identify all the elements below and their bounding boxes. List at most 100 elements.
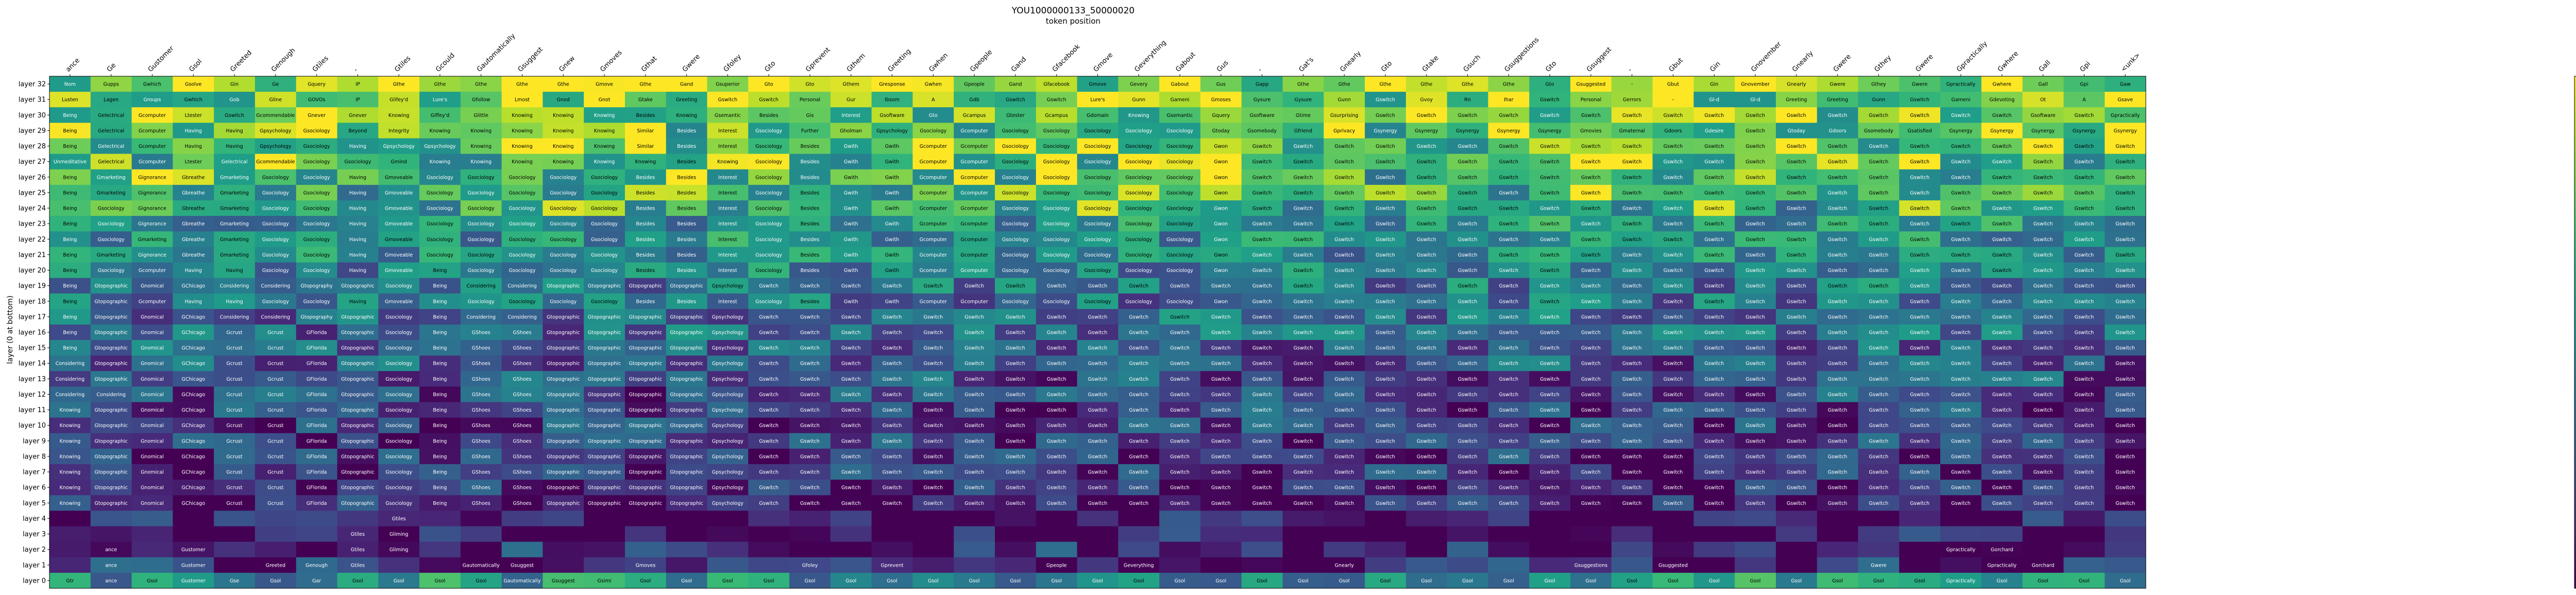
cell-label: Gsociology: [1043, 252, 1070, 258]
cell-label: Gwith: [844, 237, 858, 243]
cell-label: Gswitch: [1787, 299, 1806, 304]
cell-label: Besides: [677, 144, 696, 149]
heatmap-cell: [296, 76, 337, 92]
heatmap-cell: [1899, 278, 1941, 294]
cell-label: Gswitch: [1252, 175, 1272, 180]
heatmap-cell: [1282, 200, 1324, 216]
cell-label: Gsociology: [591, 206, 618, 212]
cell-label: GShoes: [513, 361, 532, 367]
heatmap-cell: [1241, 511, 1283, 526]
heatmap-cell: [460, 464, 502, 480]
cell-label: Gsociology: [468, 206, 495, 212]
cell-label: Gsociology: [1166, 222, 1193, 227]
heatmap-cell: [1118, 216, 1160, 232]
heatmap-cell: [1405, 511, 1448, 526]
cell-label: Gtopographic: [94, 361, 127, 367]
heatmap-cell: [1200, 247, 1242, 263]
heatmap-cell: [1735, 262, 1776, 278]
cell-label: Gswitch: [964, 377, 984, 382]
heatmap-cell: [995, 154, 1037, 170]
heatmap-cell: [707, 557, 749, 573]
cell-label: Knowing: [594, 128, 615, 134]
heatmap-cell: [1488, 92, 1530, 108]
heatmap-cell: [748, 417, 790, 434]
heatmap-cell: [584, 511, 625, 526]
heatmap-cell: [1693, 526, 1735, 542]
cell-label: Gswitch: [1664, 113, 1683, 118]
cell-label: Gswitch: [2115, 144, 2135, 149]
heatmap-cell: [2022, 526, 2064, 542]
heatmap-cell: [584, 92, 625, 108]
cell-label: Gswitch: [1787, 330, 1806, 336]
heatmap-cell: [378, 76, 420, 92]
cell-label: Gcomputer: [961, 206, 988, 212]
cell-label: Gcrust: [267, 470, 283, 475]
cell-label: Gwith: [885, 268, 900, 274]
heatmap-cell: [1899, 293, 1941, 310]
cell-label: Gsol: [1873, 578, 1884, 584]
heatmap-cell: [131, 169, 173, 185]
cell-label: Gl-d: [1750, 97, 1760, 103]
heatmap-cell: [543, 169, 584, 185]
heatmap-cell: [1118, 433, 1160, 449]
cell-label: Gswitch: [1540, 470, 1560, 475]
heatmap-cell: [2105, 76, 2146, 92]
heatmap-cell: [1241, 184, 1283, 201]
heatmap-cell: [337, 107, 379, 123]
heatmap-cell: [584, 262, 625, 278]
cell-label: Gswitch: [2115, 454, 2135, 460]
heatmap-cell: [2105, 355, 2146, 371]
heatmap-cell: [1200, 433, 1242, 449]
heatmap-cell: [1282, 433, 1324, 449]
heatmap-cell: [1858, 355, 1900, 371]
heatmap-cell: [1036, 92, 1077, 108]
cell-label: Gcampus: [963, 113, 986, 118]
heatmap-cell: [666, 247, 707, 263]
heatmap-cell: [1981, 324, 2023, 341]
cell-label: Gswitch: [2074, 252, 2094, 258]
cell-label: Gswitch: [1992, 407, 2012, 413]
cell-label: Gsociology: [1002, 190, 1029, 196]
heatmap-cell: [707, 200, 749, 216]
heatmap-cell: [624, 495, 667, 511]
cell-label: Gsociology: [550, 299, 577, 304]
heatmap-cell: [1611, 92, 1653, 108]
cell-label: Considering: [507, 283, 537, 289]
heatmap-cell: [871, 557, 913, 573]
cell-label: Gswitch: [1992, 113, 2012, 118]
heatmap-cell: [789, 216, 831, 232]
cell-label: Gtopographic: [341, 392, 374, 398]
cell-label: Gswitch: [1334, 252, 1354, 258]
heatmap-cell: [378, 417, 420, 434]
heatmap-cell: [1324, 216, 1365, 232]
cell-label: Gswitch: [1745, 222, 1765, 227]
heatmap-cell: [624, 464, 667, 480]
heatmap-cell: [789, 448, 831, 465]
heatmap-cell: [131, 340, 173, 356]
heatmap-cell: [1981, 417, 2023, 434]
cell-label: Gswitch: [1047, 361, 1066, 367]
heatmap-cell: [1570, 448, 1612, 465]
cell-label: Gmoveable: [385, 175, 413, 180]
cell-label: Gsociology: [1084, 190, 1111, 196]
heatmap-cell: [1693, 324, 1735, 341]
heatmap-cell: [90, 417, 132, 434]
heatmap-cell: [1981, 278, 2023, 294]
cell-label: GShoes: [472, 501, 490, 506]
heatmap-cell: [1324, 184, 1365, 201]
y-tick-label: layer 13: [19, 376, 46, 383]
heatmap-cell: [1652, 92, 1694, 108]
heatmap-cell: [1077, 511, 1118, 526]
heatmap-cell: [1858, 309, 1900, 325]
cell-label: Gswitch: [1869, 159, 1889, 165]
heatmap-cell: [1940, 169, 1982, 185]
cell-label: Gswitch: [1745, 159, 1765, 165]
cell-label: Gswitch: [1581, 190, 1601, 196]
cell-label: Gswitch: [1704, 377, 1724, 382]
cell-label: Gswitch: [1417, 423, 1436, 429]
heatmap-cell: [1775, 448, 1818, 465]
heatmap-cell: [1529, 262, 1571, 278]
heatmap-cell: [2022, 262, 2064, 278]
heatmap-cell: [543, 76, 584, 92]
heatmap-cell: [1940, 293, 1982, 310]
